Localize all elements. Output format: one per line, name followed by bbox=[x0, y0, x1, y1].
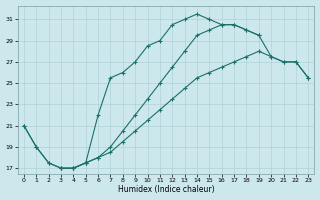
X-axis label: Humidex (Indice chaleur): Humidex (Indice chaleur) bbox=[118, 185, 214, 194]
